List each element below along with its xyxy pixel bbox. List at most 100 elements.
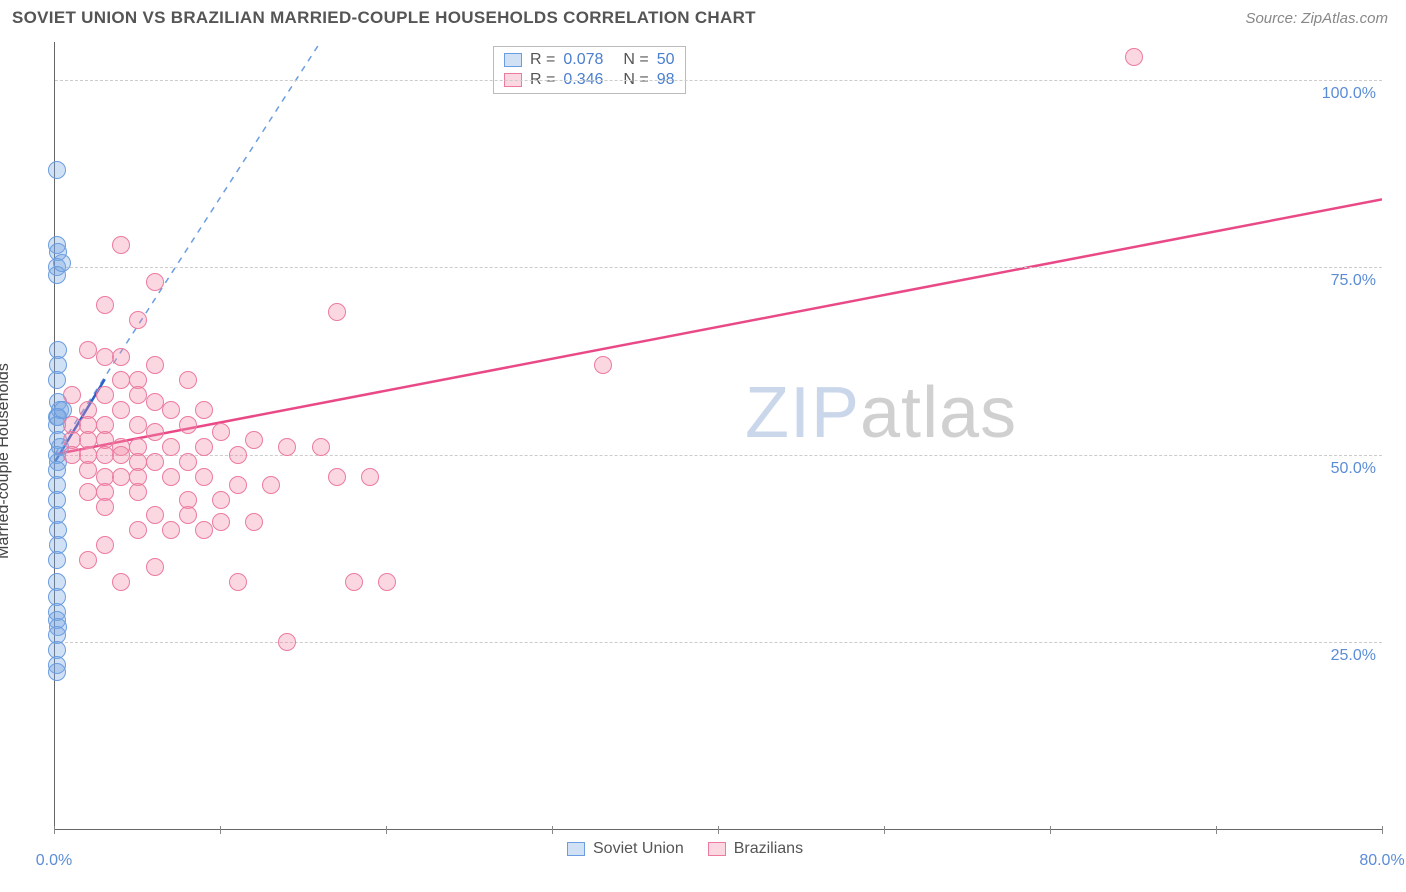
data-point <box>162 438 180 456</box>
x-tick <box>54 826 55 834</box>
data-point <box>212 513 230 531</box>
legend-swatch <box>708 842 726 856</box>
data-point <box>312 438 330 456</box>
legend-correlation: R = 0.078N = 50R = 0.346N = 98 <box>493 46 686 94</box>
data-point <box>146 273 164 291</box>
data-point <box>345 573 363 591</box>
y-axis-label: Married-couple Households <box>0 363 13 559</box>
data-point <box>179 506 197 524</box>
data-point <box>146 558 164 576</box>
data-point <box>146 423 164 441</box>
x-tick-label: 0.0% <box>36 852 72 870</box>
data-point <box>112 401 130 419</box>
data-point <box>48 663 66 681</box>
data-point <box>1125 48 1143 66</box>
data-point <box>112 371 130 389</box>
data-point <box>245 431 263 449</box>
x-tick <box>1050 826 1051 834</box>
x-tick <box>1382 826 1383 834</box>
legend-series-name: Brazilians <box>734 840 803 858</box>
data-point <box>195 438 213 456</box>
data-point <box>146 356 164 374</box>
data-point <box>96 536 114 554</box>
data-point <box>129 416 147 434</box>
data-point <box>129 521 147 539</box>
data-point <box>129 483 147 501</box>
data-point <box>96 296 114 314</box>
data-point <box>378 573 396 591</box>
legend-series: Soviet Union Brazilians <box>567 840 803 858</box>
x-tick <box>884 826 885 834</box>
data-point <box>328 303 346 321</box>
data-point <box>245 513 263 531</box>
data-point <box>129 311 147 329</box>
y-tick-label: 100.0% <box>1322 85 1376 103</box>
legend-item: Brazilians <box>708 840 803 858</box>
data-point <box>112 573 130 591</box>
data-point <box>162 521 180 539</box>
data-point <box>328 468 346 486</box>
data-point <box>179 453 197 471</box>
data-point <box>96 386 114 404</box>
watermark-zip: ZIP <box>745 373 860 453</box>
data-point <box>594 356 612 374</box>
data-point <box>146 506 164 524</box>
data-point <box>212 491 230 509</box>
data-point <box>63 386 81 404</box>
data-point <box>229 476 247 494</box>
x-tick-label: 80.0% <box>1359 852 1404 870</box>
data-point <box>229 573 247 591</box>
data-point <box>79 551 97 569</box>
data-point <box>195 468 213 486</box>
data-point <box>162 401 180 419</box>
data-point <box>79 483 97 501</box>
legend-r-value: 0.078 <box>563 51 603 69</box>
legend-r-label: R = <box>530 51 555 69</box>
legend-swatch <box>567 842 585 856</box>
legend-row: R = 0.078 N = 50 <box>504 50 675 70</box>
data-point <box>361 468 379 486</box>
data-point <box>129 386 147 404</box>
gridline <box>55 642 1382 643</box>
x-tick <box>552 826 553 834</box>
data-point <box>179 371 197 389</box>
data-point <box>112 348 130 366</box>
data-point <box>212 423 230 441</box>
x-tick <box>220 826 221 834</box>
chart-container: Married-couple Households ZIPatlas R = 0… <box>12 42 1394 880</box>
legend-item: Soviet Union <box>567 840 684 858</box>
x-tick <box>718 826 719 834</box>
data-point <box>278 438 296 456</box>
data-point <box>112 468 130 486</box>
legend-n-value: 50 <box>657 51 675 69</box>
watermark-atlas: atlas <box>860 373 1017 453</box>
data-point <box>63 446 81 464</box>
data-point <box>53 254 71 272</box>
chart-title: SOVIET UNION VS BRAZILIAN MARRIED-COUPLE… <box>12 8 756 28</box>
data-point <box>262 476 280 494</box>
data-point <box>79 461 97 479</box>
data-point <box>195 401 213 419</box>
data-point <box>48 371 66 389</box>
data-point <box>96 348 114 366</box>
watermark: ZIPatlas <box>745 372 1017 454</box>
data-point <box>195 521 213 539</box>
x-tick <box>1216 826 1217 834</box>
gridline <box>55 267 1382 268</box>
gridline <box>55 80 1382 81</box>
data-point <box>48 161 66 179</box>
legend-series-name: Soviet Union <box>593 840 684 858</box>
data-point <box>229 446 247 464</box>
data-point <box>112 236 130 254</box>
legend-swatch <box>504 53 522 67</box>
y-tick-label: 25.0% <box>1331 647 1376 665</box>
data-point <box>146 393 164 411</box>
data-point <box>48 551 66 569</box>
legend-n-label: N = <box>623 51 648 69</box>
data-point <box>146 453 164 471</box>
data-point <box>112 446 130 464</box>
y-tick-label: 75.0% <box>1331 272 1376 290</box>
data-point <box>96 446 114 464</box>
y-tick-label: 50.0% <box>1331 460 1376 478</box>
source-label: Source: ZipAtlas.com <box>1245 10 1388 27</box>
